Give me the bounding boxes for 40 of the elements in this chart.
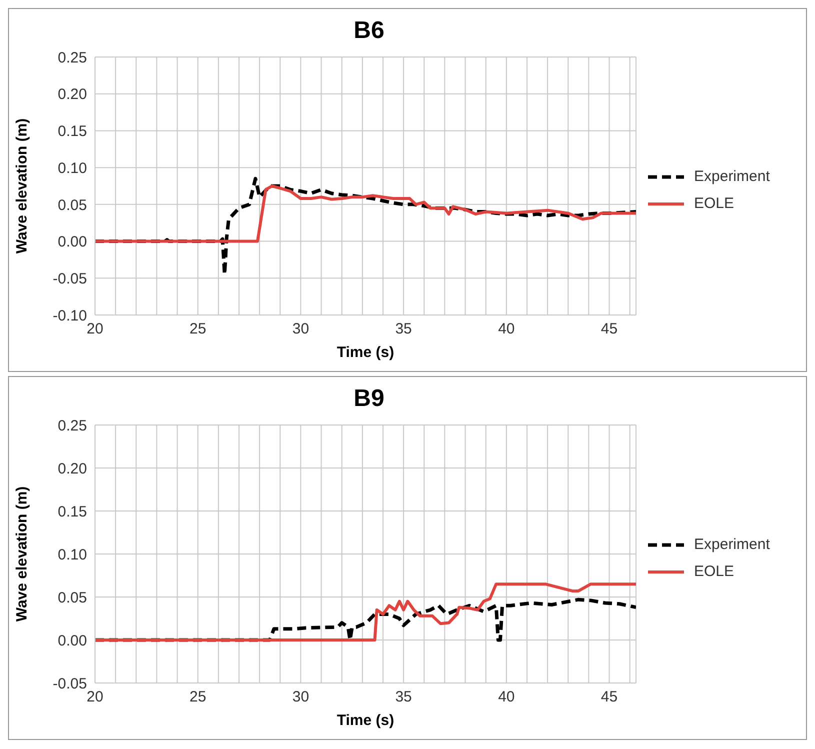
x-tick-label: 20	[86, 688, 104, 706]
x-axis-title: Time (s)	[336, 344, 394, 361]
y-tick-label: -0.05	[52, 270, 87, 288]
chart-title: B9	[352, 385, 386, 413]
legend-label: EOLE	[694, 195, 734, 212]
legend-label: Experiment	[694, 536, 770, 553]
y-tick-label: 0.25	[58, 417, 87, 434]
y-tick-label: 0.10	[58, 546, 87, 564]
x-tick-label: 30	[292, 688, 310, 706]
legend-label: Experiment	[694, 168, 770, 185]
y-axis-title: Wave elevation (m)	[13, 486, 30, 622]
line-series	[95, 598, 636, 642]
x-tick-label: 30	[292, 320, 310, 338]
x-axis-title: Time (s)	[336, 712, 394, 729]
y-axis-title: Wave elevation (m)	[13, 118, 30, 254]
chart-title: B6	[352, 17, 386, 45]
x-tick-label: 35	[395, 688, 412, 706]
x-tick-label: 45	[600, 688, 618, 706]
y-tick-label: 0.15	[58, 123, 87, 140]
x-tick-label: 40	[498, 320, 515, 338]
x-tick-label: 40	[498, 688, 515, 706]
y-tick-label: 0.05	[58, 196, 87, 214]
x-tick-label: 45	[600, 320, 618, 338]
y-tick-label: 0.10	[58, 160, 87, 177]
line-series	[95, 184, 636, 243]
y-tick-label: 0.00	[58, 632, 87, 650]
y-tick-label: 0.20	[58, 86, 87, 104]
y-tick-label: 0.05	[58, 589, 87, 606]
y-tick-label: 0.15	[58, 503, 87, 520]
x-tick-label: 25	[190, 320, 206, 338]
y-tick-label: 0.00	[58, 234, 87, 251]
y-tick-label: -0.05	[52, 675, 87, 692]
x-tick-label: 25	[190, 688, 206, 706]
y-tick-label: 0.20	[58, 460, 87, 478]
x-tick-label: 35	[395, 320, 412, 338]
y-tick-label: -0.10	[52, 307, 87, 324]
y-tick-label: 0.25	[58, 49, 87, 66]
legend-label: EOLE	[694, 563, 734, 580]
line-series	[95, 582, 636, 642]
x-tick-label: 20	[86, 320, 104, 338]
